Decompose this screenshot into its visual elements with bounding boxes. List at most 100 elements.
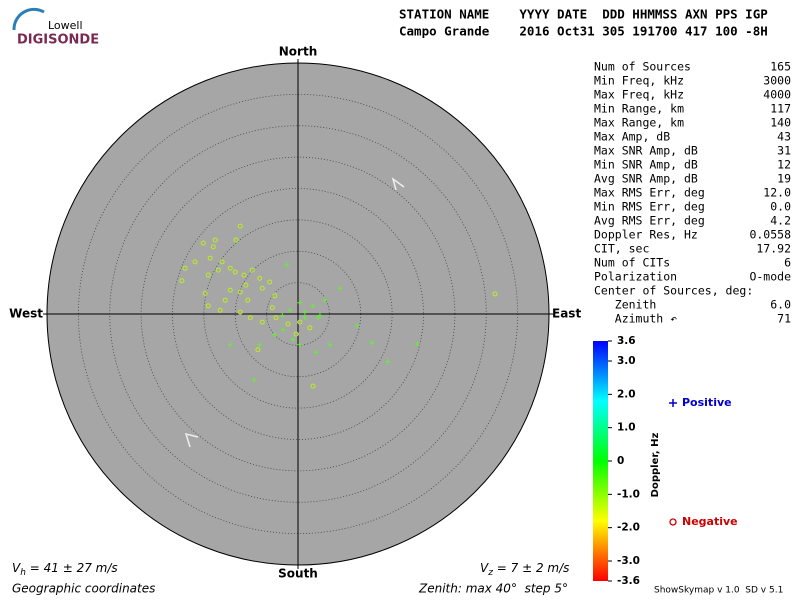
colorbar-tick-label: -3.0 xyxy=(617,555,640,567)
stat-label: Avg SNR Amp, dB xyxy=(594,172,698,186)
stat-value: 6.0 xyxy=(770,298,791,312)
direction-label: East xyxy=(552,307,581,321)
negative-point xyxy=(285,321,291,327)
stat-label: Max Freq, kHz xyxy=(594,88,684,102)
positive-point xyxy=(315,315,321,321)
negative-point xyxy=(212,237,218,243)
positive-point xyxy=(369,340,375,346)
stat-label: Azimuth ↶ xyxy=(594,312,677,326)
positive-point xyxy=(287,307,293,313)
positive-point xyxy=(280,327,286,333)
stat-value: 71 xyxy=(777,312,791,326)
stat-label: Doppler Res, Hz xyxy=(594,228,698,242)
positive-point xyxy=(302,309,308,315)
negative-point xyxy=(267,279,273,285)
colorbar-tick-label: 2.0 xyxy=(617,388,636,400)
positive-point xyxy=(284,262,290,268)
negative-point xyxy=(205,303,211,309)
positive-point xyxy=(302,315,308,321)
stat-value: 31 xyxy=(777,144,791,158)
negative-point xyxy=(255,347,261,353)
negative-point xyxy=(205,272,211,278)
stat-value: 3000 xyxy=(763,74,791,88)
stat-label: Zenith xyxy=(594,298,656,312)
positive-point xyxy=(227,342,233,348)
negative-point xyxy=(259,285,265,291)
colorbar-tick-label: -3.6 xyxy=(617,575,640,587)
stat-label: Max SNR Amp, dB xyxy=(594,144,698,158)
negative-point xyxy=(297,319,303,325)
positive-point xyxy=(257,342,263,348)
negative-point xyxy=(269,305,275,311)
stat-label: Max Range, km xyxy=(594,116,684,130)
negative-point xyxy=(241,272,247,278)
legend-marker xyxy=(669,399,677,407)
negative-point xyxy=(237,223,243,229)
colorbar-tick-label: 3.0 xyxy=(617,355,636,367)
stat-value: 12.0 xyxy=(763,186,791,200)
negative-point xyxy=(237,309,243,315)
negative-point xyxy=(210,244,216,250)
positive-point xyxy=(279,313,285,319)
header-line: STATION NAME YYYY DATE DDD HHMMSS AXN PP… xyxy=(399,7,768,22)
negative-point xyxy=(215,267,221,273)
colorbar-tick-label: 0 xyxy=(617,455,624,467)
negative-point xyxy=(227,265,233,271)
logo-bottom: DIGISONDE xyxy=(17,33,99,48)
stat-value: 12 xyxy=(777,158,791,172)
stat-label: Num of Sources xyxy=(594,60,691,74)
direction-label: West xyxy=(9,307,43,321)
positive-point xyxy=(322,297,328,303)
zenith: Zenith: max 40° step 5° xyxy=(418,582,568,596)
legend-label: Negative xyxy=(682,515,738,528)
negative-point xyxy=(219,259,225,265)
positive-point xyxy=(327,342,333,348)
positive-point xyxy=(310,303,316,309)
stat-value: 43 xyxy=(777,130,791,144)
positive-point xyxy=(337,285,343,291)
stat-value: 4000 xyxy=(763,88,791,102)
stat-label: Min RMS Err, deg xyxy=(594,200,705,214)
stat-label: Min Freq, kHz xyxy=(594,74,684,88)
colorbar-tick-label: -2.0 xyxy=(617,522,640,534)
negative-point xyxy=(182,265,188,271)
negative-point xyxy=(249,267,255,273)
negative-point xyxy=(310,383,316,389)
positive-point xyxy=(272,332,278,338)
stat-value: 4.2 xyxy=(770,214,791,228)
stat-value: 0.0558 xyxy=(749,228,791,242)
negative-point xyxy=(237,289,243,295)
stat-label: Max Amp, dB xyxy=(594,130,670,144)
stat-label: CIT, sec xyxy=(594,242,649,256)
negative-point xyxy=(202,290,208,296)
colorbar-tick-label: -1.0 xyxy=(617,488,640,500)
colorbar-tick-label: 3.6 xyxy=(617,335,636,347)
direction-label: South xyxy=(278,567,318,581)
stat-value: 117 xyxy=(770,102,791,116)
negative-point xyxy=(217,307,223,313)
series xyxy=(179,223,498,389)
negative-point xyxy=(293,331,299,337)
stat-label: Center of Sources, deg: xyxy=(594,284,753,298)
coords: Geographic coordinates xyxy=(12,582,155,596)
negative-point xyxy=(307,325,313,331)
stat-label: Avg RMS Err, deg xyxy=(594,214,705,228)
positive-point xyxy=(313,349,319,355)
positive-point xyxy=(297,300,303,306)
plot xyxy=(43,59,553,569)
stat-value: 19 xyxy=(777,172,791,186)
negative-point xyxy=(257,275,263,281)
positive-point xyxy=(251,377,257,383)
negative-point xyxy=(179,278,185,284)
footer: Vh = 41 ± 27 m/s Vz = 7 ± 2 m/s Geograph… xyxy=(12,561,783,596)
positive-point xyxy=(354,323,360,329)
arrow-glyph xyxy=(184,432,199,448)
negative-point xyxy=(243,282,249,288)
colorbar xyxy=(593,341,608,581)
negative-point xyxy=(272,293,278,299)
logo-swoosh xyxy=(12,7,45,31)
positive-point xyxy=(414,341,420,347)
stat-label: Max RMS Err, deg xyxy=(594,186,705,200)
positive-point xyxy=(317,312,323,318)
